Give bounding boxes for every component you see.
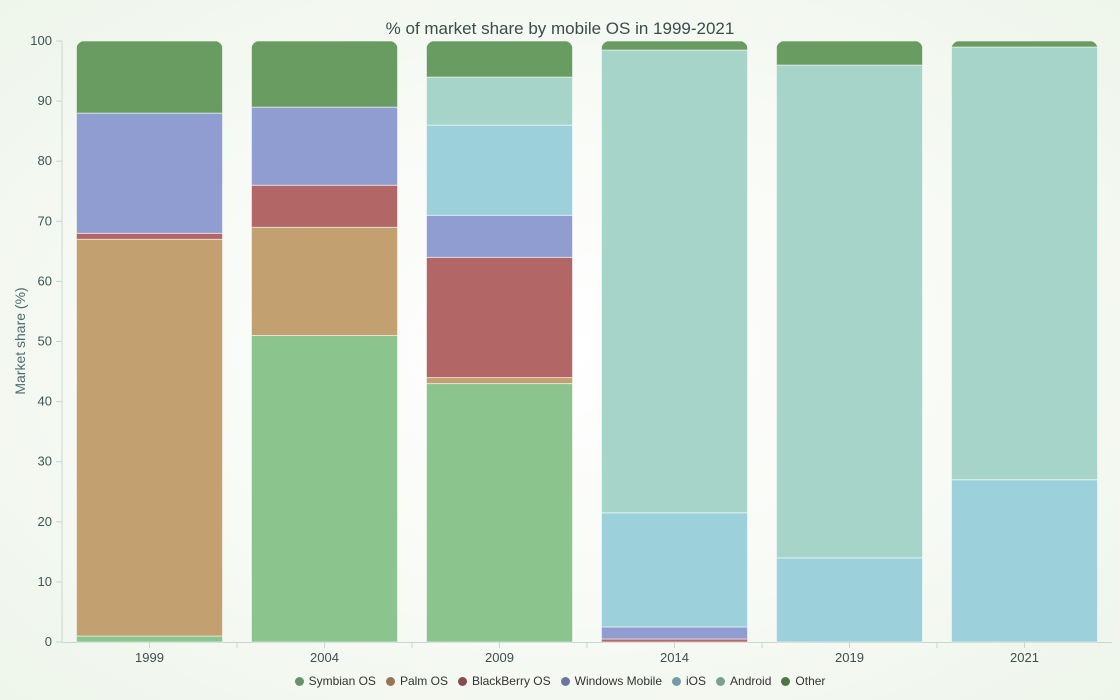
y-tick-label: 100 [30, 33, 52, 48]
legend-label: iOS [686, 674, 707, 688]
bar-segment[interactable] [601, 41, 748, 51]
y-axis-label: Market share (%) [12, 287, 28, 394]
bar-segment[interactable] [426, 377, 573, 385]
x-tick-label: 2019 [835, 650, 864, 665]
y-tick-label: 80 [38, 153, 52, 168]
bar-segment[interactable] [776, 64, 923, 559]
bar-segment[interactable] [76, 112, 223, 234]
chart-svg: % of market share by mobile OS in 1999-2… [12, 19, 1112, 665]
legend-label: Android [730, 674, 772, 688]
legend-item[interactable]: BlackBerry OS [457, 674, 551, 688]
x-tick-label: 2021 [1010, 650, 1039, 665]
bar-segment[interactable] [76, 238, 223, 637]
legend-label: Other [795, 674, 826, 688]
bar-segment[interactable] [76, 41, 223, 114]
bar-segment[interactable] [951, 41, 1098, 48]
bar-segment[interactable] [251, 184, 398, 228]
legend-label: BlackBerry OS [471, 674, 551, 688]
bar-segment[interactable] [251, 41, 398, 108]
bar-segment[interactable] [776, 41, 923, 66]
x-axis-ticks: 1999 2004 2009 2014 2019 2021 [135, 642, 1039, 665]
y-tick-label: 50 [38, 334, 52, 349]
x-tick-label: 2014 [660, 650, 689, 665]
bar-segment[interactable] [951, 46, 1098, 481]
legend-item[interactable]: Symbian OS [294, 674, 376, 688]
legend-marker-icon [560, 676, 570, 686]
bar-segment[interactable] [426, 214, 573, 258]
bar-stack-2019 [776, 41, 923, 643]
bar-segment[interactable] [601, 49, 748, 514]
y-tick-label: 0 [45, 634, 52, 649]
bar-segment[interactable] [251, 106, 398, 186]
bar-segment[interactable] [426, 383, 573, 643]
bar-stack-2014 [601, 41, 748, 643]
bar-segment[interactable] [426, 124, 573, 216]
legend-marker-icon [294, 676, 304, 686]
bar-segment[interactable] [426, 76, 573, 126]
bar-segment[interactable] [426, 41, 573, 78]
legend-label: Palm OS [399, 674, 448, 688]
bar-segment[interactable] [601, 512, 748, 628]
y-tick-label: 30 [38, 454, 52, 469]
bar-segment[interactable] [251, 334, 398, 643]
legend-item[interactable]: Palm OS [385, 674, 448, 688]
y-tick-label: 40 [38, 394, 52, 409]
legend-label: Symbian OS [308, 674, 376, 688]
legend-item[interactable]: Windows Mobile [560, 674, 663, 688]
bar-segment[interactable] [426, 256, 573, 379]
legend-marker-icon [716, 676, 726, 686]
legend-item[interactable]: Android [716, 674, 771, 688]
y-tick-label: 10 [38, 574, 52, 589]
bars [76, 41, 1098, 643]
legend-item[interactable]: iOS [672, 674, 706, 688]
bar-segment[interactable] [951, 479, 1098, 643]
y-tick-label: 70 [38, 213, 52, 228]
x-tick-label: 1999 [135, 650, 164, 665]
y-tick-label: 60 [38, 273, 52, 288]
legend-marker-icon [672, 676, 682, 686]
legend-label: Windows Mobile [574, 674, 663, 688]
y-tick-label: 90 [38, 93, 52, 108]
bar-segment[interactable] [601, 626, 748, 640]
legend-marker-icon [385, 676, 395, 686]
legend-marker-icon [781, 676, 791, 686]
bar-stack-1999 [76, 41, 223, 643]
bar-stack-2004 [251, 41, 398, 643]
x-tick-label: 2009 [485, 650, 514, 665]
y-tick-label: 20 [38, 514, 52, 529]
bar-segment[interactable] [76, 635, 223, 643]
legend: Symbian OS Palm OS BlackBerry OS Windows Mo… [0, 674, 1120, 688]
bar-segment[interactable] [251, 226, 398, 336]
chart-title: % of market share by mobile OS in 1999-2… [386, 19, 735, 38]
bar-segment[interactable] [76, 232, 223, 240]
bar-segment[interactable] [776, 557, 923, 643]
legend-marker-icon [457, 676, 467, 686]
x-tick-label: 2004 [310, 650, 339, 665]
bar-stack-2009 [426, 41, 573, 643]
legend-item[interactable]: Other [781, 674, 825, 688]
bar-stack-2021 [951, 41, 1098, 643]
